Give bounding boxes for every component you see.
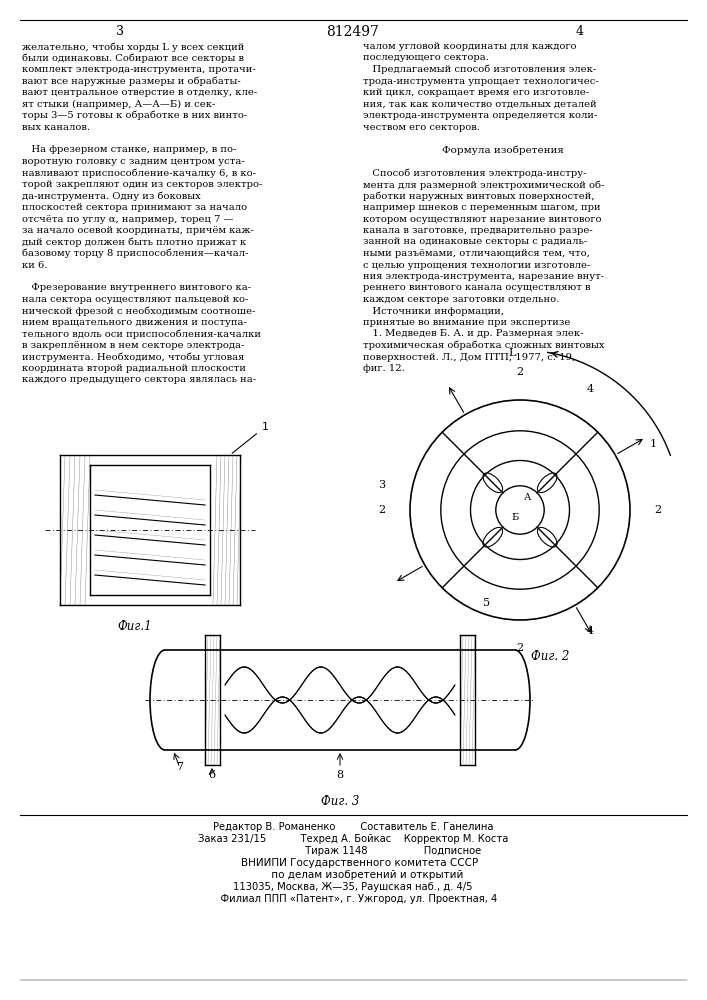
Text: занной на одинаковые секторы с радиаль-: занной на одинаковые секторы с радиаль- (363, 237, 588, 246)
Text: Фиг. 3: Фиг. 3 (321, 795, 359, 808)
Text: например шнеков с переменным шагом, при: например шнеков с переменным шагом, при (363, 203, 601, 212)
Text: базовому торцу 8 приспособления—качал-: базовому торцу 8 приспособления—качал- (22, 249, 248, 258)
Text: 4: 4 (586, 626, 594, 636)
Text: последующего сектора.: последующего сектора. (363, 53, 489, 62)
Text: 6: 6 (209, 770, 216, 780)
Text: вых каналов.: вых каналов. (22, 122, 90, 131)
Text: торой закрепляют один из секторов электро-: торой закрепляют один из секторов электр… (22, 180, 262, 189)
Text: котором осуществляют нарезание винтового: котором осуществляют нарезание винтового (363, 215, 602, 224)
Text: координата второй радиальной плоскости: координата второй радиальной плоскости (22, 364, 246, 373)
Text: плоскостей сектора принимают за начало: плоскостей сектора принимают за начало (22, 203, 247, 212)
Text: 4: 4 (586, 384, 594, 394)
Text: за начало осевой координаты, причём каж-: за начало осевой координаты, причём каж- (22, 226, 254, 235)
Text: были одинаковы. Собирают все секторы в: были одинаковы. Собирают все секторы в (22, 53, 244, 63)
Text: ят стыки (например, А—А—Б) и сек-: ят стыки (например, А—А—Б) и сек- (22, 100, 216, 109)
Text: На фрезерном станке, например, в по-: На фрезерном станке, например, в по- (22, 145, 236, 154)
Text: Фрезерование внутреннего винтового ка-: Фрезерование внутреннего винтового ка- (22, 284, 251, 292)
Text: поверхностей. Л., Дом ПТП, 1977, с. 19,: поверхностей. Л., Дом ПТП, 1977, с. 19, (363, 353, 575, 361)
Text: Фиг. 2: Фиг. 2 (531, 650, 569, 663)
Text: реннего винтового канала осуществляют в: реннего винтового канала осуществляют в (363, 284, 590, 292)
Text: 5: 5 (484, 598, 491, 608)
Text: ВНИИПИ Государственного комитета СССР: ВНИИПИ Государственного комитета СССР (228, 858, 478, 868)
Text: кий цикл, сокращает время его изготовле-: кий цикл, сокращает время его изготовле- (363, 88, 589, 97)
Text: да-инструмента. Одну из боковых: да-инструмента. Одну из боковых (22, 192, 201, 201)
Text: 8: 8 (337, 770, 344, 780)
Text: 4: 4 (576, 25, 584, 38)
Text: канала в заготовке, предварительно разре-: канала в заготовке, предварительно разре… (363, 226, 592, 235)
Text: чалом угловой координаты для каждого: чалом угловой координаты для каждого (363, 42, 576, 51)
Text: вают центральное отверстие в отделку, кле-: вают центральное отверстие в отделку, кл… (22, 88, 257, 97)
Text: желательно, чтобы хорды L у всех секций: желательно, чтобы хорды L у всех секций (22, 42, 245, 51)
Text: Предлагаемый способ изготовления элек-: Предлагаемый способ изготовления элек- (363, 65, 596, 75)
Text: 2: 2 (655, 505, 662, 515)
Text: мента для размерной электрохимической об-: мента для размерной электрохимической об… (363, 180, 604, 190)
Text: фиг. 12.: фиг. 12. (363, 364, 404, 373)
Text: в закреплённом в нем секторе электрода-: в закреплённом в нем секторе электрода- (22, 341, 245, 350)
Text: 3: 3 (378, 480, 385, 490)
Text: Филиал ППП «Патент», г. Ужгород, ул. Проектная, 4: Филиал ППП «Патент», г. Ужгород, ул. Про… (209, 894, 498, 904)
Text: с целью упрощения технологии изготовле-: с целью упрощения технологии изготовле- (363, 260, 590, 269)
Text: вают все наружные размеры и обрабаты-: вают все наружные размеры и обрабаты- (22, 77, 241, 86)
Text: дый сектор должен быть плотно прижат к: дый сектор должен быть плотно прижат к (22, 237, 246, 247)
Text: трохимическая обработка сложных винтовых: трохимическая обработка сложных винтовых (363, 341, 604, 351)
Text: отсчёта по углу α, например, торец 7 —: отсчёта по углу α, например, торец 7 — (22, 215, 233, 224)
Text: инструмента. Необходимо, чтобы угловая: инструмента. Необходимо, чтобы угловая (22, 353, 245, 362)
Text: 113035, Москва, Ж—35, Раушская наб., д. 4/5: 113035, Москва, Ж—35, Раушская наб., д. … (233, 882, 473, 892)
Text: Источники информации,: Источники информации, (363, 306, 504, 316)
Text: принятые во внимание при экспертизе: принятые во внимание при экспертизе (363, 318, 571, 327)
Text: Фиг.1: Фиг.1 (117, 620, 152, 633)
Text: трода-инструмента упрощает технологичес-: трода-инструмента упрощает технологичес- (363, 77, 599, 86)
Text: торы 3—5 готовы к обработке в них винто-: торы 3—5 готовы к обработке в них винто- (22, 111, 247, 120)
Text: 1: 1 (650, 439, 657, 449)
Text: ния, так как количество отдельных деталей: ния, так как количество отдельных детале… (363, 100, 597, 108)
Text: А: А (525, 493, 532, 502)
Text: комплект электрода-инструмента, протачи-: комплект электрода-инструмента, протачи- (22, 65, 256, 74)
Text: нической фрезой с необходимым соотноше-: нической фрезой с необходимым соотноше- (22, 306, 255, 316)
Text: Б: Б (511, 514, 519, 522)
Text: Способ изготовления электрода-инстру-: Способ изготовления электрода-инстру- (363, 168, 587, 178)
Text: ния электрода-инструмента, нарезание внут-: ния электрода-инструмента, нарезание вну… (363, 272, 604, 281)
Text: тельного вдоль оси приспособления-качалки: тельного вдоль оси приспособления-качалк… (22, 330, 261, 339)
Text: 2: 2 (378, 505, 385, 515)
Text: нала сектора осуществляют пальцевой ко-: нала сектора осуществляют пальцевой ко- (22, 295, 248, 304)
Text: 1. Медведев Б. А. и др. Размерная элек-: 1. Медведев Б. А. и др. Размерная элек- (363, 330, 583, 338)
Text: L: L (508, 348, 515, 358)
Text: каждом секторе заготовки отдельно.: каждом секторе заготовки отдельно. (363, 295, 559, 304)
Text: нием вращательного движения и поступа-: нием вращательного движения и поступа- (22, 318, 247, 327)
Text: по делам изобретений и открытий: по делам изобретений и открытий (243, 870, 464, 880)
Text: чеством его секторов.: чеством его секторов. (363, 122, 480, 131)
Text: воротную головку с задним центром уста-: воротную головку с задним центром уста- (22, 157, 245, 166)
Text: 3: 3 (116, 25, 124, 38)
Text: Редактор В. Романенко        Составитель Е. Ганелина: Редактор В. Романенко Составитель Е. Ган… (213, 822, 493, 832)
Text: ными разъёмами, отличающийся тем, что,: ными разъёмами, отличающийся тем, что, (363, 249, 590, 258)
Text: работки наружных винтовых поверхностей,: работки наружных винтовых поверхностей, (363, 192, 595, 201)
Text: 2: 2 (516, 643, 524, 653)
Text: каждого предыдущего сектора являлась на-: каждого предыдущего сектора являлась на- (22, 375, 256, 384)
Text: ки 6.: ки 6. (22, 260, 47, 269)
Text: Заказ 231/15           Техред А. Бойкас    Корректор М. Коста: Заказ 231/15 Техред А. Бойкас Корректор … (198, 834, 508, 844)
Text: Формула изобретения: Формула изобретения (442, 145, 564, 155)
Text: 7: 7 (177, 762, 184, 772)
Text: Тираж 1148                  Подписное: Тираж 1148 Подписное (224, 846, 481, 856)
Text: 812497: 812497 (327, 25, 380, 39)
Text: навливают приспособление-качалку 6, в ко-: навливают приспособление-качалку 6, в ко… (22, 168, 256, 178)
Text: 1: 1 (232, 422, 269, 453)
Text: электрода-инструмента определяется коли-: электрода-инструмента определяется коли- (363, 111, 597, 120)
Text: 2: 2 (516, 367, 524, 377)
